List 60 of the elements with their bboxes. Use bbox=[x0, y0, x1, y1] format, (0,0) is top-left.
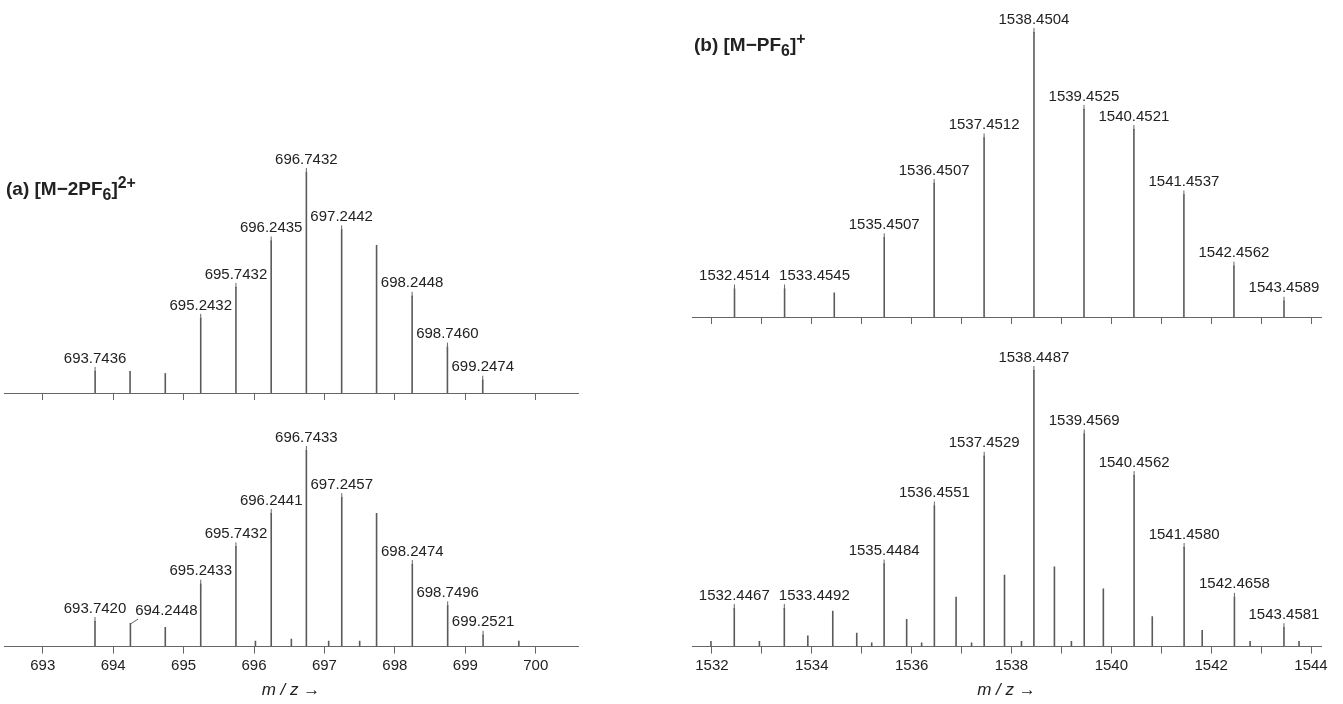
annotation: 1535.4507 bbox=[848, 214, 920, 232]
annotation: 1535.4484 bbox=[848, 541, 920, 559]
x-tick-label: 694 bbox=[100, 655, 126, 673]
x-tick-label: 693 bbox=[30, 655, 56, 673]
x-tick-label: 697 bbox=[311, 655, 337, 673]
x-tick-label: 1532 bbox=[695, 655, 729, 673]
x-tick-label: 698 bbox=[382, 655, 408, 673]
annotation: 695.7432 bbox=[204, 523, 268, 541]
annotation: 699.2474 bbox=[451, 357, 515, 375]
x-tick-label: 696 bbox=[241, 655, 267, 673]
annotation: 1543.4581 bbox=[1248, 604, 1320, 622]
annotation: 698.7460 bbox=[416, 324, 479, 342]
annotation: 1540.4521 bbox=[1098, 106, 1170, 124]
annotation: 698.2474 bbox=[381, 541, 444, 559]
annotation: 1543.4589 bbox=[1248, 278, 1320, 296]
annotation: 1533.4492 bbox=[778, 585, 850, 603]
x-tick-label: 1544 bbox=[1294, 655, 1328, 673]
annotation: 1539.4569 bbox=[1048, 411, 1120, 429]
x-tick-label: 1540 bbox=[1094, 655, 1129, 673]
annotation: 1542.4658 bbox=[1198, 574, 1270, 592]
annotation: 698.2448 bbox=[380, 273, 444, 291]
annotation: 1532.4467 bbox=[698, 585, 770, 603]
annotation: 1542.4562 bbox=[1198, 243, 1270, 261]
annotation: 1533.4545 bbox=[779, 266, 851, 284]
annotation: 1536.4507 bbox=[898, 160, 970, 178]
annotation: 696.7432 bbox=[275, 149, 338, 167]
annotation: 696.2441 bbox=[239, 490, 303, 508]
annotation: 698.7496 bbox=[416, 582, 479, 600]
x-axis-title: m / z → bbox=[261, 679, 321, 699]
x-axis-title: m / z → bbox=[977, 679, 1036, 699]
annotation: 1538.4487 bbox=[998, 347, 1070, 365]
annotation: 1539.4525 bbox=[1048, 86, 1120, 104]
annotation: 693.7436 bbox=[63, 348, 127, 366]
annotation: 1538.4504 bbox=[998, 9, 1070, 27]
annotation: 696.2435 bbox=[239, 218, 303, 236]
annotation: 1541.4537 bbox=[1148, 172, 1220, 190]
chart-title: (a) [M−2PF$_{6}$]$^{2+}$ bbox=[6, 174, 136, 205]
annotation: 1541.4580 bbox=[1148, 524, 1220, 542]
annotation: 1532.4514 bbox=[699, 266, 770, 284]
x-tick-label: 700 bbox=[523, 655, 549, 673]
chart-title: (b) [M−PF$_{6}$]$^{+}$ bbox=[694, 30, 806, 61]
x-tick-label: 1538 bbox=[994, 655, 1029, 673]
annotation: 1537.4512 bbox=[948, 115, 1020, 133]
annotation: 695.7432 bbox=[204, 264, 268, 282]
annotation: 1537.4529 bbox=[948, 433, 1020, 451]
x-tick-label: 1534 bbox=[795, 655, 829, 673]
annotation: 697.2457 bbox=[310, 474, 374, 492]
annotation: 695.2433 bbox=[169, 561, 233, 579]
annotation: 1536.4551 bbox=[898, 483, 970, 501]
annotation: 1540.4562 bbox=[1098, 452, 1170, 470]
annotation: 695.2432 bbox=[169, 295, 233, 313]
annotation: 694.2448 bbox=[135, 600, 198, 618]
annotation: 699.2521 bbox=[451, 612, 515, 630]
annotation: 696.7433 bbox=[275, 427, 338, 445]
x-tick-label: 1542 bbox=[1194, 655, 1228, 673]
annotation: 693.7420 bbox=[63, 598, 127, 616]
x-tick-label: 699 bbox=[452, 655, 478, 673]
annotation: 697.2442 bbox=[310, 207, 373, 225]
x-tick-label: 1536 bbox=[894, 655, 929, 673]
x-tick-label: 695 bbox=[171, 655, 197, 673]
